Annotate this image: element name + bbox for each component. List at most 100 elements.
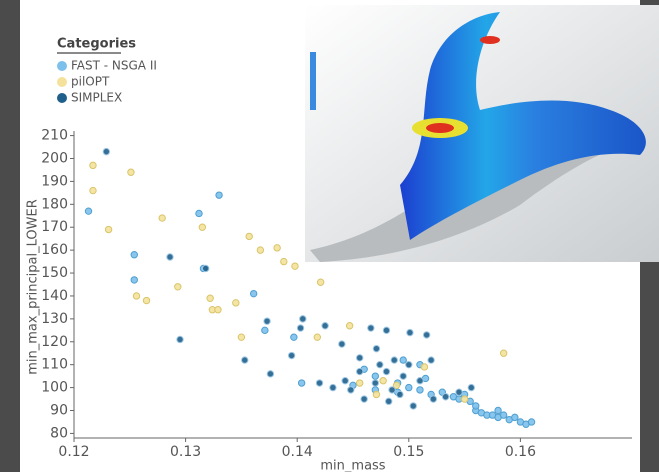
point bbox=[292, 263, 298, 269]
point bbox=[500, 412, 506, 418]
x-axis-label: min_mass bbox=[320, 459, 385, 472]
y-tick-label: 100 bbox=[41, 380, 68, 396]
legend-marker bbox=[57, 77, 67, 87]
point bbox=[298, 380, 304, 386]
point bbox=[406, 384, 412, 390]
x-tick-label: 0.12 bbox=[58, 444, 89, 460]
point bbox=[281, 258, 287, 264]
point bbox=[391, 357, 397, 363]
point bbox=[300, 316, 306, 322]
point bbox=[368, 325, 374, 331]
point bbox=[159, 215, 165, 221]
point bbox=[348, 387, 354, 393]
point bbox=[500, 350, 506, 356]
point bbox=[428, 357, 434, 363]
point bbox=[330, 384, 336, 390]
point bbox=[215, 307, 221, 313]
point bbox=[356, 355, 362, 361]
point bbox=[468, 384, 474, 390]
point bbox=[257, 247, 263, 253]
point bbox=[233, 300, 239, 306]
chart: Categories min_mass min_max_principal_LO… bbox=[0, 0, 659, 472]
image-color-scale bbox=[310, 52, 316, 110]
point bbox=[207, 295, 213, 301]
legend-label: SIMPLEX bbox=[71, 91, 122, 105]
y-tick-label: 120 bbox=[41, 334, 68, 350]
point bbox=[528, 419, 534, 425]
point bbox=[512, 414, 518, 420]
point bbox=[410, 403, 416, 409]
point bbox=[175, 284, 181, 290]
point bbox=[246, 233, 252, 239]
point bbox=[430, 396, 436, 402]
y-tick-label: 190 bbox=[41, 173, 68, 189]
point bbox=[400, 373, 406, 379]
x-tick-label: 0.16 bbox=[505, 444, 536, 460]
point bbox=[131, 252, 137, 258]
point bbox=[133, 293, 139, 299]
x-tick-label: 0.15 bbox=[393, 444, 424, 460]
point bbox=[373, 391, 379, 397]
point bbox=[380, 378, 386, 384]
point bbox=[372, 373, 378, 379]
point bbox=[131, 277, 137, 283]
point bbox=[196, 210, 202, 216]
legend-label: FAST - NSGA II bbox=[71, 59, 157, 73]
y-tick-label: 110 bbox=[41, 357, 68, 373]
point bbox=[128, 169, 134, 175]
point bbox=[316, 380, 322, 386]
point bbox=[442, 394, 448, 400]
point bbox=[456, 389, 462, 395]
point bbox=[377, 361, 383, 367]
point bbox=[383, 368, 389, 374]
point bbox=[473, 403, 479, 409]
image-stress-tip bbox=[480, 36, 500, 44]
point bbox=[495, 407, 501, 413]
point bbox=[372, 380, 378, 386]
point bbox=[297, 325, 303, 331]
point bbox=[264, 318, 270, 324]
y-tick-label: 130 bbox=[41, 311, 68, 327]
point bbox=[262, 327, 268, 333]
point bbox=[314, 334, 320, 340]
point bbox=[250, 290, 256, 296]
simulation-image bbox=[305, 5, 659, 262]
point bbox=[397, 391, 403, 397]
point bbox=[199, 224, 205, 230]
y-tick-label: 210 bbox=[41, 128, 68, 144]
y-tick-label: 200 bbox=[41, 150, 68, 166]
legend-marker bbox=[57, 93, 67, 103]
y-tick-label: 180 bbox=[41, 196, 68, 212]
point bbox=[406, 361, 412, 367]
x-tick-label: 0.13 bbox=[170, 444, 201, 460]
y-tick-label: 90 bbox=[50, 403, 68, 419]
point bbox=[103, 148, 109, 154]
legend-title: Categories bbox=[57, 37, 136, 52]
point bbox=[383, 327, 389, 333]
y-tick-label: 80 bbox=[50, 425, 68, 441]
point bbox=[216, 192, 222, 198]
point bbox=[90, 187, 96, 193]
point bbox=[423, 332, 429, 338]
point bbox=[373, 345, 379, 351]
y-tick-label: 150 bbox=[41, 265, 68, 281]
legend-label: pilOPT bbox=[71, 75, 110, 89]
legend-marker bbox=[57, 61, 67, 71]
x-tick-label: 0.14 bbox=[282, 444, 313, 460]
point bbox=[105, 226, 111, 232]
point bbox=[85, 208, 91, 214]
page: Categories min_mass min_max_principal_LO… bbox=[0, 0, 659, 472]
point bbox=[288, 352, 294, 358]
point bbox=[417, 387, 423, 393]
point bbox=[317, 279, 323, 285]
point bbox=[339, 341, 345, 347]
point bbox=[90, 162, 96, 168]
point bbox=[242, 357, 248, 363]
point bbox=[361, 396, 367, 402]
y-axis-label: min_max_principal_LOWER bbox=[26, 199, 41, 375]
point bbox=[167, 254, 173, 260]
point bbox=[274, 245, 280, 251]
y-tick-label: 160 bbox=[41, 242, 68, 258]
point bbox=[389, 387, 395, 393]
point bbox=[421, 364, 427, 370]
